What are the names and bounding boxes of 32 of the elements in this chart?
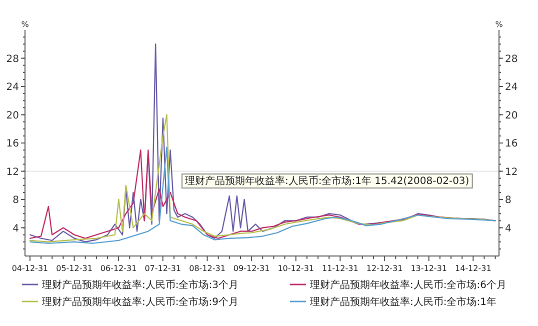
y-tick-label: 16 bbox=[6, 138, 19, 150]
y2-tick-label: 8 bbox=[505, 195, 512, 206]
y2-axis-title: % bbox=[495, 20, 504, 29]
x-tick-label: 06-12-31 bbox=[100, 264, 137, 273]
x-tick-label: 05-12-31 bbox=[56, 264, 92, 273]
x-tick-label: 13-12-31 bbox=[410, 264, 448, 273]
x-tick-label: 09-12-31 bbox=[233, 264, 270, 273]
x-tick-label: 12-12-31 bbox=[366, 264, 403, 273]
x-tick-label: 08-12-31 bbox=[189, 264, 226, 273]
legend-label: 理财产品预期年收益率:人民币:全市场:6个月 bbox=[310, 279, 506, 291]
y-tick-label: 4 bbox=[12, 223, 19, 234]
y2-tick-label: 28 bbox=[505, 54, 518, 65]
legend-label: 理财产品预期年收益率:人民币:全市场:3个月 bbox=[42, 279, 238, 291]
y2-tick-label: 16 bbox=[505, 138, 518, 150]
y-axis-title: % bbox=[21, 20, 30, 29]
y2-tick-label: 12 bbox=[505, 166, 518, 178]
x-tick-label: 14-12-31 bbox=[454, 264, 492, 273]
x-tick-label: 11-12-31 bbox=[322, 264, 358, 273]
y2-tick-label: 4 bbox=[505, 223, 512, 234]
legend-label: 理财产品预期年收益率:人民币:全市场:1年 bbox=[310, 296, 496, 308]
x-tick-label: 07-12-31 bbox=[144, 264, 182, 273]
y-tick-label: 8 bbox=[12, 195, 19, 206]
y2-tick-label: 20 bbox=[505, 110, 518, 122]
y-tick-label: 12 bbox=[6, 166, 19, 178]
y-tick-label: 28 bbox=[6, 54, 19, 65]
x-tick-label: 10-12-31 bbox=[278, 264, 314, 273]
x-tick-label: 04-12-31 bbox=[12, 264, 48, 273]
y-tick-label: 20 bbox=[6, 110, 19, 122]
y-tick-label: 24 bbox=[6, 82, 19, 93]
annotation: 理财产品预期年收益率:人民币:全市场:1年 15.42(2008-02-03) bbox=[185, 175, 470, 187]
legend-label: 理财产品预期年收益率:人民币:全市场:9个月 bbox=[42, 296, 238, 308]
y2-tick-label: 24 bbox=[505, 82, 518, 93]
